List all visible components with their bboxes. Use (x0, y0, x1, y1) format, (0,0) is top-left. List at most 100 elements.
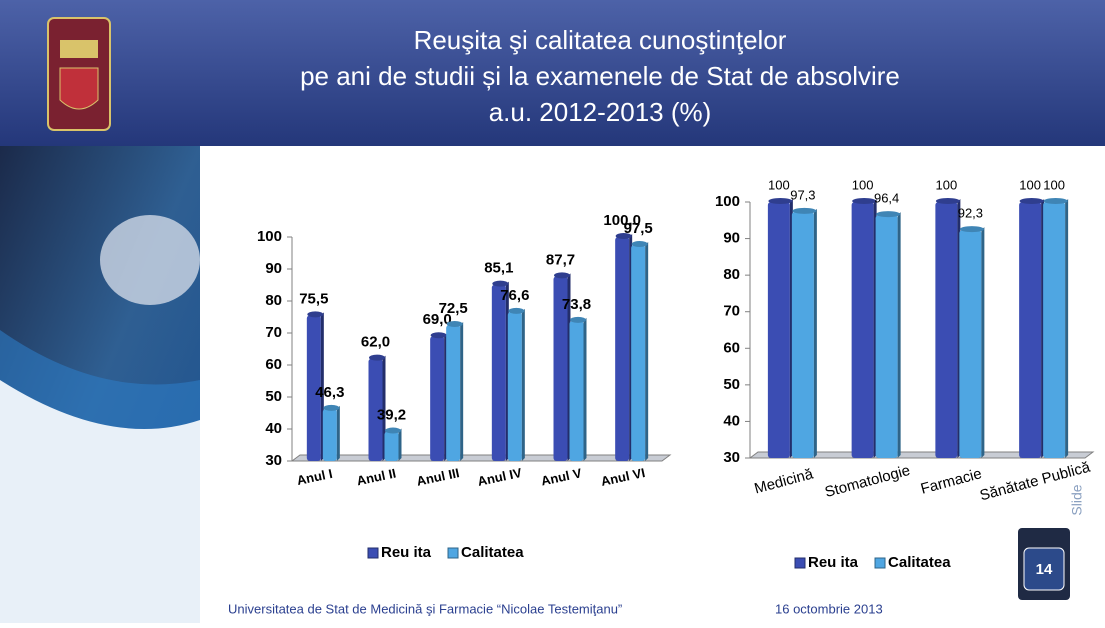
bar-top (385, 427, 401, 434)
side-wave-light (0, 380, 200, 623)
bar (553, 276, 568, 461)
bar (368, 358, 383, 461)
bar-top (446, 321, 463, 327)
value-label: 87,7 (546, 251, 575, 268)
value-label: 69,0 (423, 311, 452, 328)
bar (791, 211, 814, 458)
legend-label: Calitatea (888, 554, 951, 571)
value-label: 100 (1043, 177, 1065, 192)
legend-label: Reu ita (808, 554, 859, 571)
bar-top (1043, 198, 1068, 204)
side-figure (100, 215, 200, 305)
bar (615, 237, 630, 461)
bar (1043, 202, 1066, 458)
slide-number: 14 (1036, 561, 1053, 578)
title-line: pe ani de studii și la examenele de Stat… (300, 61, 900, 91)
bar-top (615, 233, 632, 239)
value-label: 75,5 (299, 290, 328, 307)
slide-number-frame (1023, 547, 1065, 591)
title-line: Reuşita şi calitatea cunoştinţelor (414, 25, 787, 55)
bar (306, 315, 321, 461)
bar-side (813, 208, 817, 458)
bar-side (645, 242, 649, 461)
y-tick-label: 40 (265, 420, 282, 437)
legend-swatch (794, 557, 806, 569)
value-label: 100 (852, 177, 874, 192)
bar-top (959, 226, 984, 233)
bar-top (935, 198, 960, 204)
bar-top (570, 316, 586, 323)
legend-swatch (447, 547, 459, 559)
bar-top (430, 332, 447, 339)
legend-label: Reu ita (381, 544, 432, 561)
title-line: a.u. 2012-2013 (%) (489, 97, 712, 127)
value-label: 72,5 (439, 300, 468, 317)
y-tick-label: 90 (723, 230, 740, 247)
value-label: 97,5 (624, 220, 653, 237)
value-label: 100 (768, 177, 790, 192)
bar (569, 320, 584, 461)
bar (322, 408, 337, 461)
y-tick-label: 100 (715, 193, 740, 210)
legend-swatch (367, 547, 379, 559)
bar-side (583, 317, 587, 461)
y-tick-label: 50 (723, 376, 740, 393)
y-tick-label: 90 (265, 260, 282, 277)
bar (430, 336, 445, 461)
value-label: 92,3 (958, 206, 983, 221)
y-tick-label: 60 (723, 339, 740, 356)
bar (935, 202, 958, 458)
y-tick-label: 30 (265, 452, 282, 469)
y-tick-label: 30 (723, 449, 740, 466)
legend-label: Calitatea (461, 544, 524, 561)
value-label: 73,8 (562, 296, 591, 313)
bar-side (398, 428, 402, 461)
bar (851, 202, 874, 458)
bar-top (792, 207, 817, 214)
header-band (0, 0, 1105, 146)
bar (959, 230, 982, 458)
value-label: 62,0 (361, 334, 390, 351)
bar-side (521, 308, 525, 461)
legend-swatch (874, 557, 886, 569)
bar-top (369, 354, 385, 361)
y-tick-label: 60 (265, 356, 282, 373)
bar (767, 202, 790, 458)
y-tick-label: 80 (265, 292, 282, 309)
bar-top (768, 198, 793, 204)
bar-top (631, 241, 648, 247)
bar-top (492, 280, 509, 287)
y-tick-label: 80 (723, 266, 740, 283)
x-tick-label: Anul I (295, 466, 333, 488)
value-label: 85,1 (484, 260, 513, 277)
y-tick-label: 100 (257, 228, 282, 245)
bar (384, 431, 399, 461)
value-label: 39,2 (377, 407, 406, 424)
y-tick-label: 70 (265, 324, 282, 341)
bar-top (307, 311, 324, 318)
bar-top (876, 211, 901, 218)
bar-top (508, 307, 525, 314)
value-label: 46,3 (315, 384, 344, 401)
watermark: Slide (1069, 484, 1085, 515)
y-tick-label: 50 (265, 388, 282, 405)
value-label: 100,0 (603, 212, 641, 229)
y-tick-label: 70 (723, 303, 740, 320)
bar (875, 215, 898, 458)
bar-side (460, 322, 464, 461)
footer-date: 16 octombrie 2013 (775, 601, 883, 616)
value-label: 100 (1019, 177, 1041, 192)
bar-side (336, 405, 340, 461)
bar-top (1019, 198, 1044, 204)
bar-top (323, 404, 340, 411)
bar-top (554, 272, 570, 279)
bar (491, 284, 506, 461)
bar (507, 311, 522, 461)
y-tick-label: 40 (723, 412, 740, 429)
bar-side (1065, 199, 1069, 458)
bar (1019, 202, 1042, 458)
footer-university: Universitatea de Stat de Medicină şi Far… (228, 601, 622, 616)
bar (631, 245, 646, 461)
